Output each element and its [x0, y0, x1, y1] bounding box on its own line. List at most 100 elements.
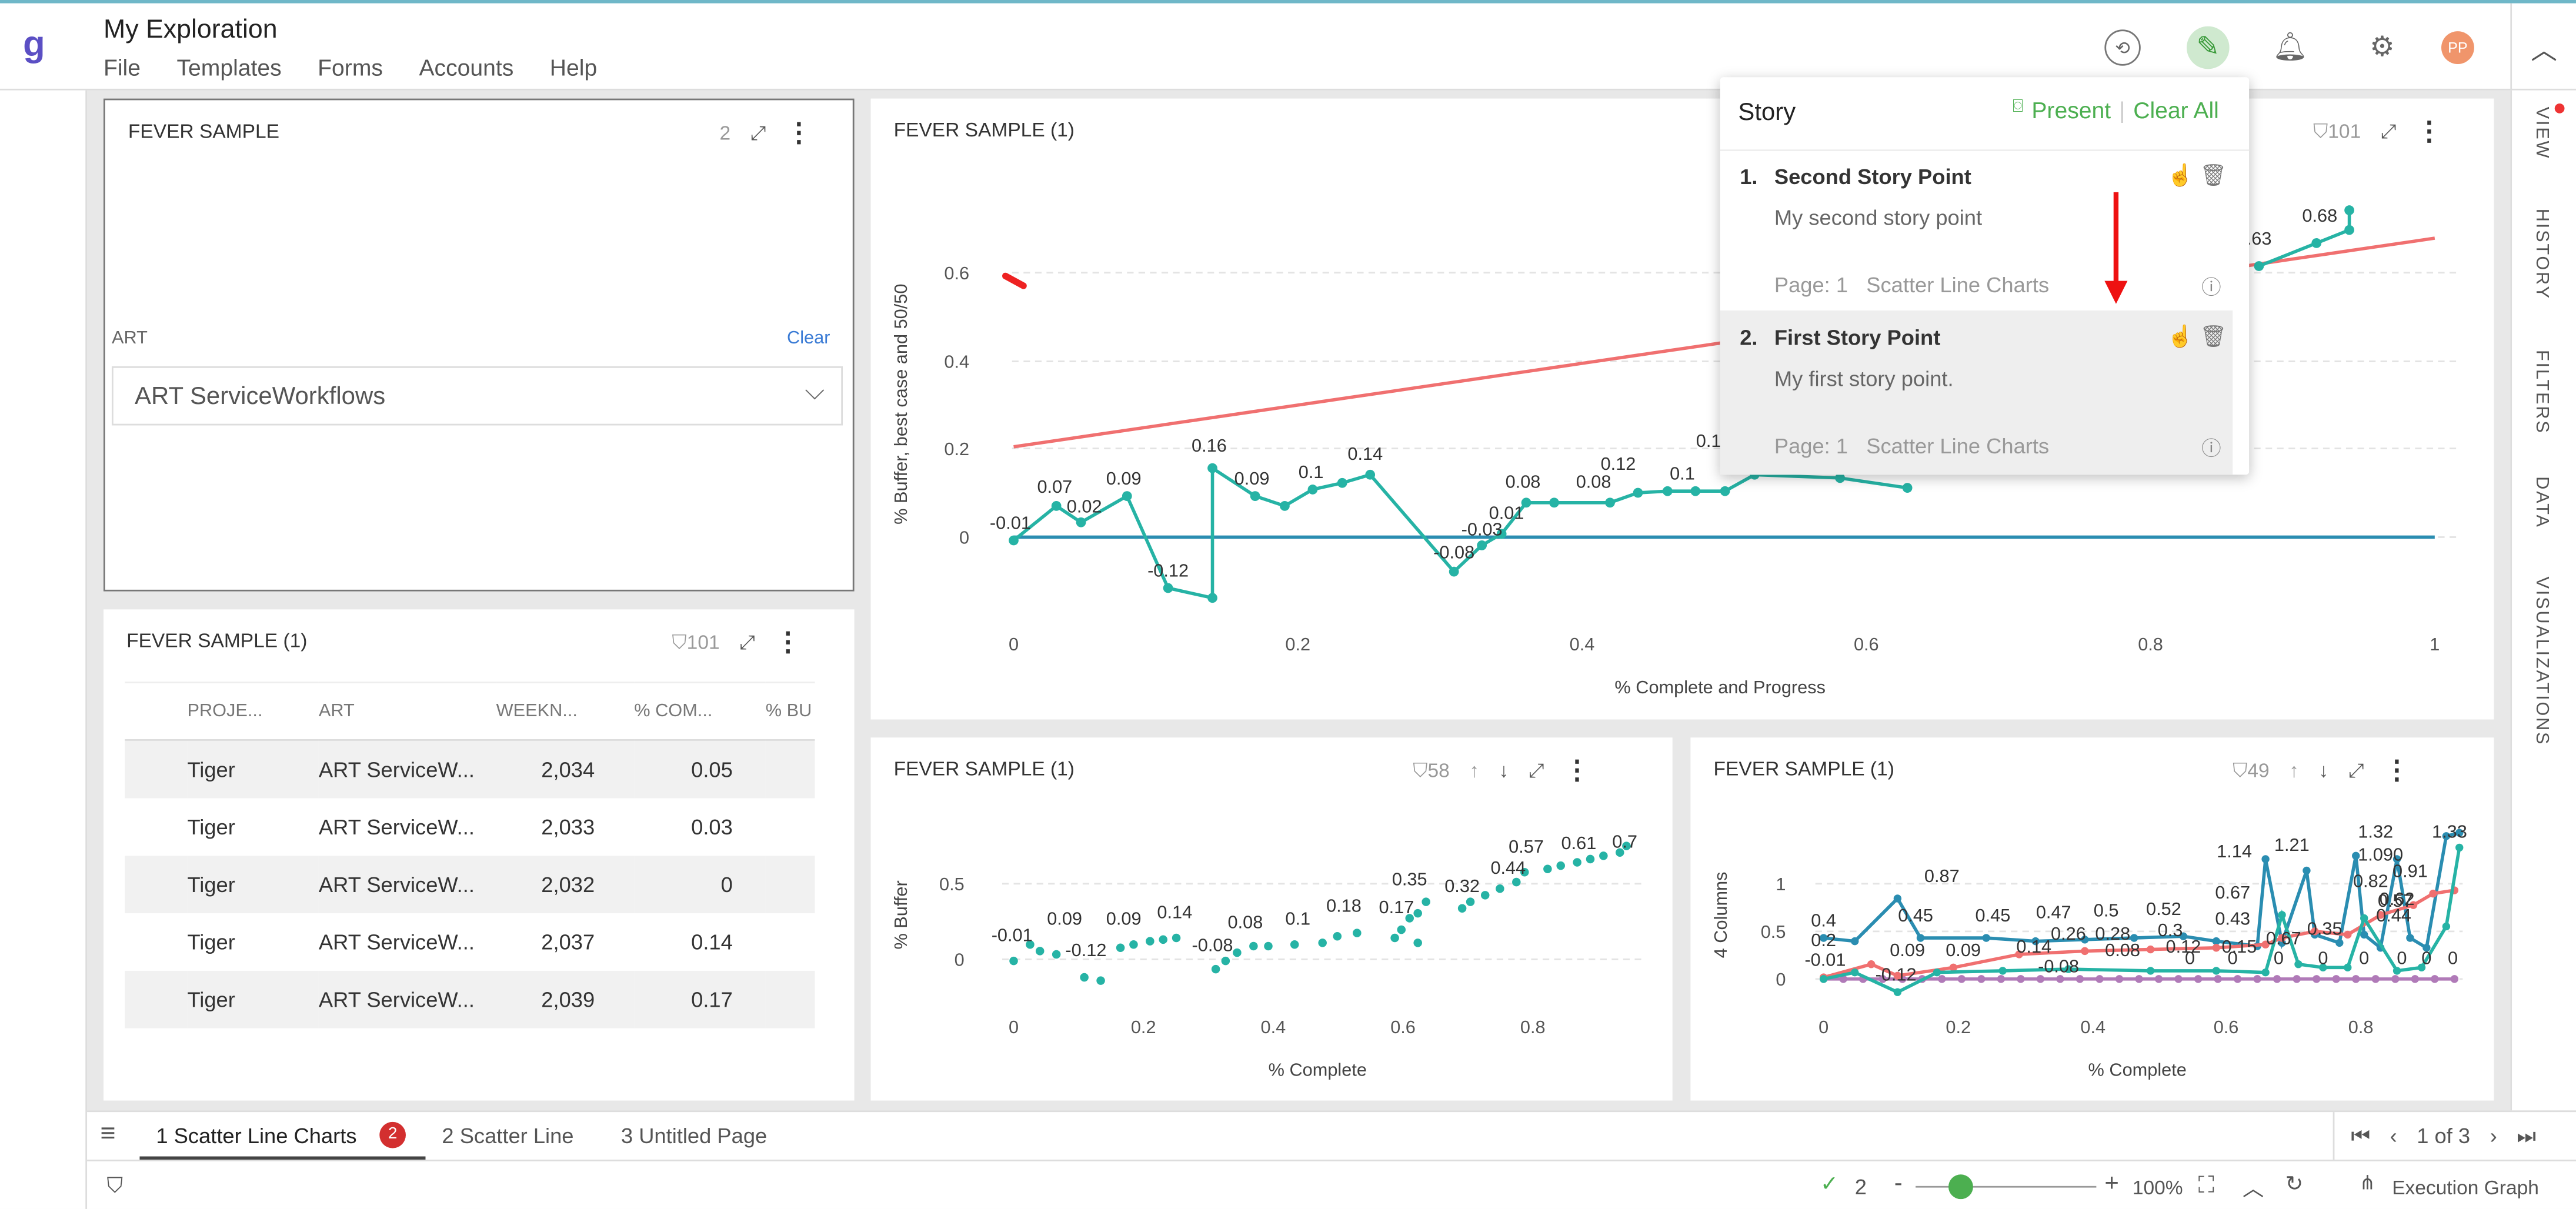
next-page-icon[interactable]: ›	[2490, 1123, 2497, 1148]
menu-accounts[interactable]: Accounts	[419, 54, 514, 81]
x-tick-label: 0.8	[2138, 634, 2163, 654]
app-logo[interactable]: g	[23, 23, 45, 64]
menu-templates[interactable]: Templates	[176, 54, 282, 81]
data-label: 0.18	[1326, 895, 1362, 916]
share-icon[interactable]: ⟲	[2104, 29, 2141, 66]
trash-icon[interactable]: 🗑︎	[2200, 162, 2227, 188]
data-label: 0.45	[1898, 905, 1933, 926]
data-point	[2233, 975, 2242, 983]
expand-icon[interactable]: ⤢	[750, 121, 766, 144]
expand-icon[interactable]: ⤢	[2380, 119, 2397, 142]
data-label: 1.21	[2274, 834, 2310, 855]
info-icon[interactable]: ⓘ	[2201, 276, 2221, 299]
story-icon[interactable]: ✎	[2187, 26, 2230, 69]
hamburger-icon[interactable]: ≡	[100, 1120, 116, 1148]
more-icon[interactable]: ⋮	[2384, 757, 2410, 786]
avatar[interactable]: PP	[2441, 31, 2474, 64]
rail-data[interactable]: DATA	[2531, 476, 2552, 529]
data-point	[2261, 968, 2270, 977]
present-button[interactable]: Present	[2031, 96, 2111, 123]
rail-visualizations[interactable]: VISUALIZATIONS	[2531, 576, 2552, 746]
chevron-up-icon[interactable]: ︿	[2242, 1176, 2264, 1201]
zoom-slider-handle[interactable]	[1948, 1174, 1973, 1200]
bell-icon[interactable]: 🔔︎	[2272, 31, 2308, 63]
art-select[interactable]: ART ServiceWorkflows ⌵	[111, 366, 843, 426]
info-icon[interactable]: ⓘ	[2201, 437, 2221, 460]
sort-down-icon[interactable]: ↓	[1499, 759, 1509, 782]
table-row[interactable]: Tiger ART ServiceW... 2,033 0.03	[125, 797, 815, 855]
filter-icon[interactable]: ⛉101	[2313, 119, 2361, 142]
sort-up-icon[interactable]: ↑	[1469, 759, 1480, 782]
tab-page-3[interactable]: 3 Untitled Page	[620, 1123, 768, 1148]
data-point	[1851, 937, 1859, 946]
menu-forms[interactable]: Forms	[318, 54, 383, 81]
more-icon[interactable]: ⋮	[1564, 757, 1590, 786]
menu-help[interactable]: Help	[549, 54, 598, 81]
cell-complete: 0.14	[691, 929, 733, 954]
red-mark	[1002, 272, 1027, 289]
story-point[interactable]: 2. First Story Point My first story poin…	[1720, 310, 2233, 475]
refresh-icon[interactable]: ↻	[2285, 1171, 2304, 1196]
more-icon[interactable]: ⋮	[786, 119, 812, 148]
first-page-icon[interactable]: ⏮	[2351, 1123, 2371, 1148]
expand-icon[interactable]: ⤢	[739, 630, 756, 653]
zoom-out-button[interactable]: -	[1894, 1169, 1903, 1198]
execution-graph-button[interactable]: Execution Graph	[2392, 1176, 2539, 1200]
col-header[interactable]: PROJE...	[187, 701, 263, 722]
data-label: 0.09	[1106, 468, 1142, 489]
menu-file[interactable]: File	[103, 54, 141, 81]
col-header[interactable]: ART	[318, 701, 355, 722]
trash-icon[interactable]: 🗑︎	[2200, 323, 2227, 349]
drag-icon[interactable]: ☝	[2167, 162, 2194, 188]
data-label: 0.43	[2215, 909, 2250, 929]
table-row[interactable]: Tiger ART ServiceW... 2,034 0.05	[125, 740, 815, 798]
collapse-chevron-icon[interactable]: ︿	[2510, 3, 2576, 91]
x-tick-label: 0.6	[2214, 1017, 2239, 1037]
zoom-slider[interactable]	[1916, 1185, 2097, 1188]
rail-history[interactable]: HISTORY	[2531, 208, 2552, 300]
tab-page-1[interactable]: 1 Scatter Line Charts 2	[139, 1112, 426, 1160]
data-label: 0.14	[2016, 936, 2051, 957]
cell-weeknum: 2,037	[541, 929, 595, 954]
data-point	[2294, 960, 2303, 968]
main-chart-panel: FEVER SAMPLE (1) ⛉101 ⤢ ⋮ 0.6 0.4 0.2 0 0 0.2…	[870, 98, 2494, 720]
data-point	[2036, 975, 2045, 983]
data-point	[1520, 868, 1529, 877]
y-tick-label: 0	[1776, 969, 1786, 990]
x-axis-label: % Complete	[2088, 1060, 2187, 1080]
sort-up-icon[interactable]: ↑	[2289, 759, 2300, 782]
table-row[interactable]: Tiger ART ServiceW... 2,039 0.17	[125, 970, 815, 1028]
expand-icon[interactable]: ⤢	[1528, 758, 1544, 781]
funnel-icon[interactable]: ⛉	[106, 1173, 123, 1198]
more-icon[interactable]: ⋮	[2416, 118, 2442, 146]
chart2: 0.5 0 0 0.2 0.4 0.6 0.8 % Complete % Buffer -0.01…	[890, 831, 1643, 1080]
clear-all-button[interactable]: Clear All	[2133, 96, 2219, 123]
expand-icon[interactable]: ⤢	[2348, 758, 2364, 781]
fit-screen-icon[interactable]: ⛶	[2198, 1171, 2214, 1198]
table-row[interactable]: Tiger ART ServiceW... 2,037 0.14	[125, 912, 815, 970]
gear-icon[interactable]: ⚙	[2370, 31, 2395, 63]
clear-link[interactable]: Clear	[787, 328, 830, 349]
filter-icon[interactable]: ⛉101	[672, 630, 720, 653]
last-page-icon[interactable]: ⏭	[2517, 1123, 2536, 1148]
data-table: PROJE... ART WEEKN... % COM... % BU Tige…	[125, 682, 815, 1028]
filter-icon[interactable]: ⛉49	[2233, 758, 2270, 781]
filter-icon[interactable]: ⛉58	[1413, 758, 1450, 781]
drag-icon[interactable]: ☝	[2167, 323, 2194, 349]
story-point[interactable]: 1. Second Story Point My second story po…	[1720, 149, 2250, 310]
col-header[interactable]: % COM...	[634, 701, 713, 722]
zoom-in-button[interactable]: +	[2104, 1169, 2119, 1198]
rail-filters[interactable]: FILTERS	[2531, 349, 2552, 435]
col-header[interactable]: % BU	[765, 701, 812, 722]
sort-down-icon[interactable]: ↓	[2318, 759, 2329, 782]
data-point	[2214, 975, 2222, 983]
rail-view[interactable]: VIEW	[2531, 106, 2552, 160]
prev-page-icon[interactable]: ‹	[2390, 1123, 2397, 1148]
table-row[interactable]: Tiger ART ServiceW... 2,032 0	[125, 854, 815, 913]
col-header[interactable]: WEEKN...	[496, 701, 578, 722]
data-point	[2311, 238, 2322, 248]
tab-page-2[interactable]: 2 Scatter Line	[442, 1123, 574, 1148]
data-point	[2174, 975, 2183, 983]
more-icon[interactable]: ⋮	[775, 629, 802, 657]
data-label: -0.12	[1065, 940, 1106, 960]
